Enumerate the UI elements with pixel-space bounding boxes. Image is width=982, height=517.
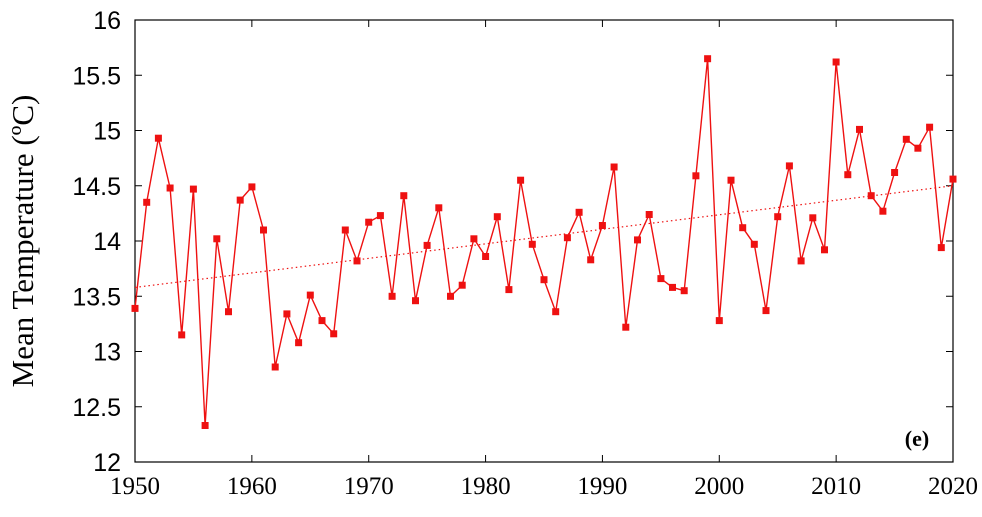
x-tick-label: 2000: [694, 473, 744, 500]
x-tick-label: 1960: [227, 473, 277, 500]
data-point: [295, 339, 303, 347]
y-tick-label: 15: [93, 118, 121, 146]
data-point: [528, 240, 536, 248]
data-point: [680, 287, 688, 295]
data-point: [423, 241, 431, 249]
data-point: [937, 244, 945, 252]
data-point: [575, 208, 583, 216]
data-point: [902, 135, 910, 143]
x-tick-label: 2010: [811, 473, 861, 500]
data-point: [809, 214, 817, 222]
data-point: [330, 330, 338, 338]
data-point: [388, 292, 396, 300]
trendline: [134, 185, 954, 289]
data-point: [715, 317, 723, 325]
y-tick-label: 14.5: [72, 173, 121, 201]
data-point: [645, 211, 653, 218]
data-point: [376, 212, 384, 220]
data-point: [318, 317, 326, 325]
data-point: [879, 207, 887, 215]
x-tick-label: 1990: [577, 473, 627, 500]
data-point: [867, 192, 875, 200]
data-point: [856, 125, 863, 133]
axes: [134, 19, 954, 463]
data-point: [458, 281, 466, 289]
data-point: [634, 236, 641, 244]
y-tick-label: 13: [93, 339, 121, 367]
data-point: [365, 218, 373, 226]
panel-label: (e): [905, 426, 929, 451]
data-point: [750, 240, 758, 248]
data-point: [341, 226, 349, 234]
data-point: [610, 163, 618, 171]
y-tick-label: 12: [93, 449, 121, 477]
data-point: [189, 185, 197, 193]
y-tick-label: 14: [93, 228, 121, 256]
x-tick-label: 1970: [344, 473, 394, 500]
data-point: [785, 162, 793, 170]
data-point: [178, 331, 186, 339]
data-point: [552, 308, 560, 316]
data-point: [914, 144, 922, 152]
data-point: [622, 323, 630, 331]
data-point: [283, 310, 291, 318]
data-point: [891, 169, 899, 176]
data-point: [143, 198, 151, 206]
data-point: [704, 55, 712, 63]
data-point: [739, 224, 747, 232]
data-point: [482, 253, 490, 260]
data-point: [447, 292, 454, 300]
data-point: [154, 134, 162, 142]
data-point: [306, 291, 314, 299]
data-point: [587, 256, 595, 264]
data-point: [762, 307, 770, 315]
data-point: [832, 58, 840, 66]
data-point: [271, 363, 279, 371]
data-point: [949, 175, 957, 183]
data-point: [213, 235, 221, 243]
data-point: [844, 171, 852, 179]
x-tick-label: 1980: [461, 473, 511, 500]
data-point: [400, 192, 408, 200]
data-point: [493, 213, 501, 221]
data-point: [774, 213, 782, 221]
data-point: [563, 234, 571, 242]
data-point: [470, 235, 478, 243]
data-point: [236, 196, 244, 204]
data-point: [248, 183, 256, 191]
data-point: [657, 275, 665, 283]
ticks: 12 12.5 13 13.5 14 14.5 15 15.5 16 1950 1960 1970 19…: [72, 7, 978, 500]
data-point: [201, 422, 209, 429]
data-point: [166, 184, 174, 192]
series-line: [134, 58, 954, 427]
data-point: [435, 204, 443, 212]
data-point: [727, 176, 735, 184]
data-point: [131, 304, 139, 312]
x-tick-label: 1950: [110, 473, 160, 500]
data-point: [821, 246, 828, 254]
y-tick-label: 16: [93, 7, 121, 35]
y-tick-label: 15.5: [72, 62, 121, 90]
y-tick-label: 12.5: [72, 394, 121, 422]
data-point: [260, 226, 267, 234]
data-point: [540, 276, 548, 284]
plot-frame: [134, 19, 954, 463]
data-point: [225, 308, 232, 316]
data-point: [926, 123, 934, 131]
x-tick-label: 2020: [928, 473, 978, 500]
data-point: [517, 176, 525, 184]
y-axis-label: Mean Temperature (ºC): [5, 95, 40, 388]
series-group: [131, 55, 957, 429]
data-point: [692, 172, 700, 180]
data-point: [505, 286, 513, 294]
data-point: [797, 257, 805, 265]
data-point: [669, 283, 676, 291]
trendline-group: [134, 185, 954, 289]
data-point: [412, 297, 419, 305]
y-tick-label: 13.5: [72, 283, 121, 311]
data-point: [598, 222, 606, 229]
data-point: [353, 257, 361, 265]
